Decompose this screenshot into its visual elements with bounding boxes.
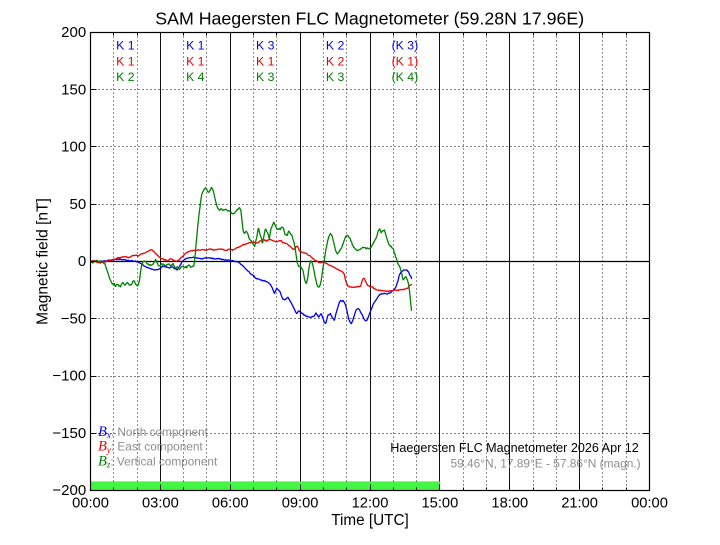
svg-text:K 3: K 3 (326, 70, 345, 84)
svg-text:150: 150 (61, 81, 86, 98)
svg-text:K 2: K 2 (116, 70, 135, 84)
svg-text:Magnetic field [nT]: Magnetic field [nT] (34, 198, 51, 325)
svg-text:03:00: 03:00 (142, 496, 179, 512)
svg-text:K 1: K 1 (186, 54, 205, 68)
svg-text:K 1: K 1 (186, 39, 205, 53)
svg-text:Bx: North component: Bx: North component (98, 424, 209, 440)
svg-text:K 3: K 3 (256, 70, 275, 84)
svg-text:K 1: K 1 (116, 39, 135, 53)
svg-text:−150: −150 (52, 425, 86, 442)
svg-text:K 4: K 4 (186, 70, 205, 84)
svg-text:SAM Haegersten FLC Magnetomete: SAM Haegersten FLC Magnetometer (59.28N … (155, 9, 584, 29)
svg-text:15:00: 15:00 (422, 496, 459, 512)
svg-text:100: 100 (61, 139, 86, 156)
svg-text:(K 4): (K 4) (392, 70, 419, 84)
svg-text:(K 3): (K 3) (392, 39, 419, 53)
svg-text:09:00: 09:00 (282, 496, 319, 512)
svg-text:K 3: K 3 (256, 39, 275, 53)
svg-text:12:00: 12:00 (352, 496, 389, 512)
svg-text:K 2: K 2 (326, 54, 345, 68)
svg-text:K 1: K 1 (116, 54, 135, 68)
svg-text:0: 0 (78, 253, 86, 270)
svg-text:50: 50 (70, 196, 87, 213)
svg-text:−100: −100 (52, 368, 86, 385)
svg-text:00:00: 00:00 (631, 496, 668, 512)
svg-text:59.46°N, 17.89°E - 57.86°N (ma: 59.46°N, 17.89°E - 57.86°N (magn.) (451, 457, 641, 471)
svg-text:06:00: 06:00 (212, 496, 249, 512)
svg-text:(K 1): (K 1) (392, 54, 419, 68)
svg-text:18:00: 18:00 (491, 496, 528, 512)
svg-text:Bz: Vertical component: Bz: Vertical component (98, 453, 218, 469)
svg-text:200: 200 (61, 24, 86, 41)
svg-text:Time [UTC]: Time [UTC] (331, 512, 409, 529)
svg-text:Haegersten FLC Magnetometer 20: Haegersten FLC Magnetometer 2026 Apr 12 (390, 441, 639, 455)
svg-text:K 1: K 1 (256, 54, 275, 68)
svg-text:−50: −50 (61, 310, 86, 327)
svg-text:By: East component: By: East component (98, 439, 203, 455)
svg-text:00:00: 00:00 (72, 496, 109, 512)
svg-text:21:00: 21:00 (561, 496, 598, 512)
svg-text:K 2: K 2 (326, 39, 345, 53)
svg-text:−200: −200 (52, 482, 86, 499)
